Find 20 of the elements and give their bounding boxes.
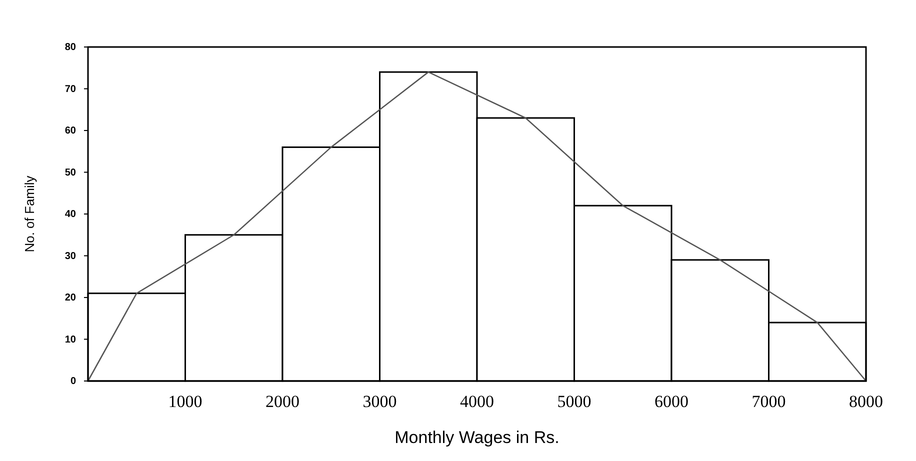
x-tick-label: 2000 (266, 392, 300, 412)
x-tick-label: 7000 (752, 392, 786, 412)
x-tick-label: 5000 (557, 392, 592, 412)
y-tick-label: 20 (64, 292, 76, 304)
line-series (87, 71, 867, 382)
x-tick-label: 3000 (362, 392, 397, 412)
y-tick-label: 60 (64, 126, 76, 137)
x-tick-label: 4000 (460, 392, 494, 412)
y-tick-label: 10 (64, 334, 76, 346)
y-axis-title: No. of Family (22, 175, 37, 252)
x-axis-title: Monthly Wages in Rs. (394, 428, 560, 447)
x-tick-label: 6000 (654, 392, 688, 412)
y-tick-label: 80 (64, 42, 76, 54)
y-tick-label: 50 (64, 167, 76, 178)
y-tick-label: 30 (64, 250, 76, 262)
y-tick-label: 70 (64, 84, 76, 95)
y-tick-label: 0 (70, 376, 76, 388)
x-tick-label: 1000 (168, 392, 202, 412)
x-tick-label: 8000 (849, 392, 883, 412)
y-tick-label: 40 (64, 209, 76, 220)
